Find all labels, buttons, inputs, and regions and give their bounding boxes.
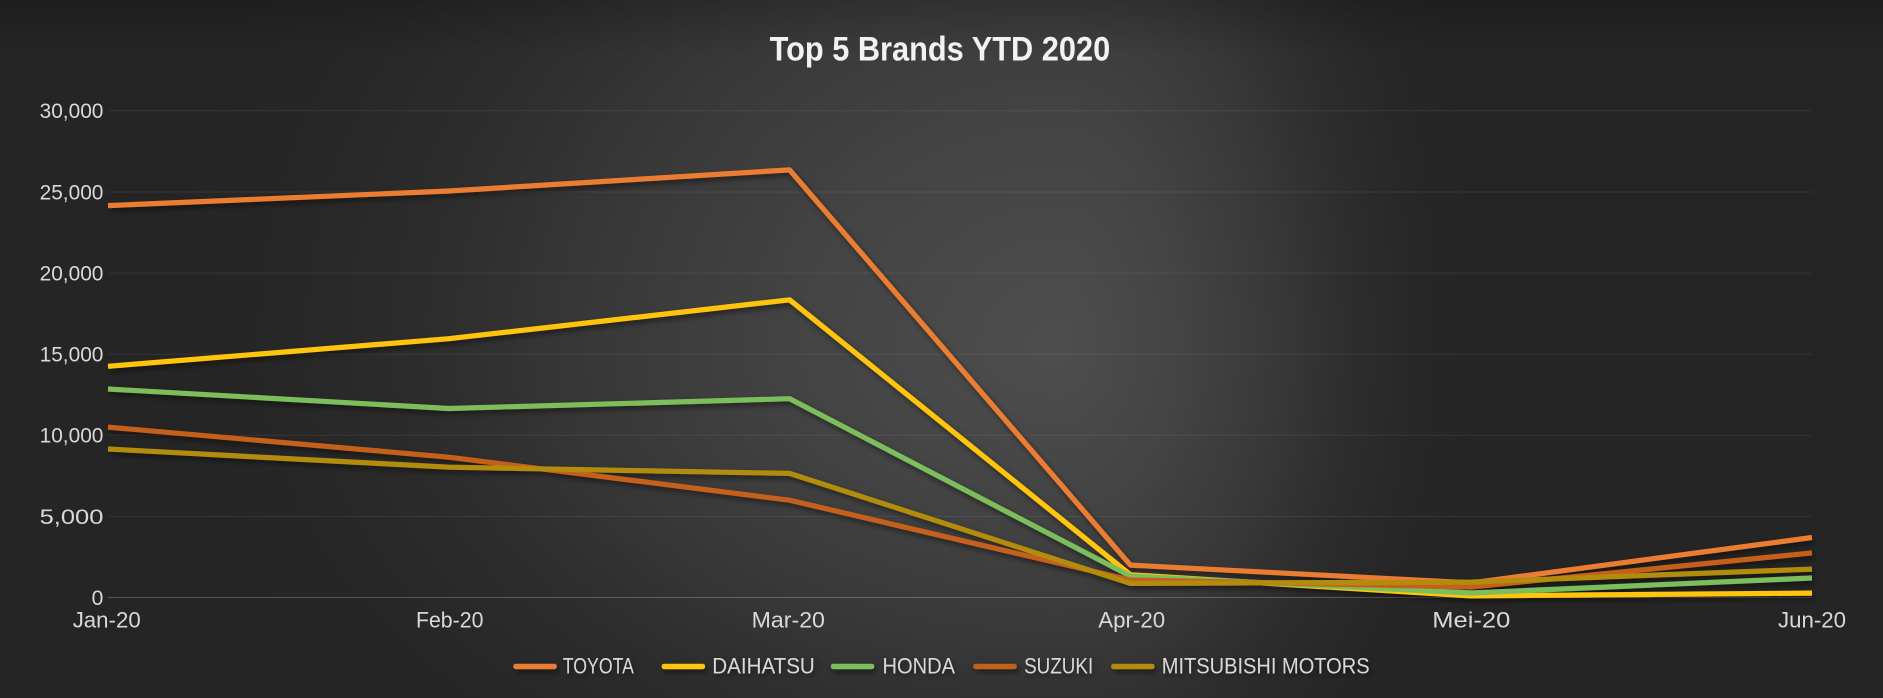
svg-text:SUZUKI: SUZUKI [1024,654,1093,679]
svg-text:Feb-20: Feb-20 [416,608,484,633]
svg-text:10,000: 10,000 [40,425,104,448]
svg-text:HONDA: HONDA [883,654,956,679]
svg-text:Apr-20: Apr-20 [1098,608,1165,633]
svg-text:Mei-20: Mei-20 [1432,608,1510,633]
svg-text:DAIHATSU: DAIHATSU [712,654,815,679]
svg-text:20,000: 20,000 [40,263,104,286]
svg-text:Mar-20: Mar-20 [752,608,825,633]
svg-text:Jan-20: Jan-20 [73,608,141,633]
svg-text:25,000: 25,000 [40,181,104,204]
svg-text:TOYOTA: TOYOTA [563,654,634,679]
svg-text:15,000: 15,000 [40,344,104,367]
svg-text:30,000: 30,000 [40,100,104,123]
svg-text:Top 5 Brands YTD 2020: Top 5 Brands YTD 2020 [770,31,1111,69]
svg-text:5,000: 5,000 [40,506,104,529]
svg-text:0: 0 [92,587,104,610]
svg-text:MITSUBISHI MOTORS: MITSUBISHI MOTORS [1162,654,1370,679]
svg-text:Jun-20: Jun-20 [1778,608,1846,633]
